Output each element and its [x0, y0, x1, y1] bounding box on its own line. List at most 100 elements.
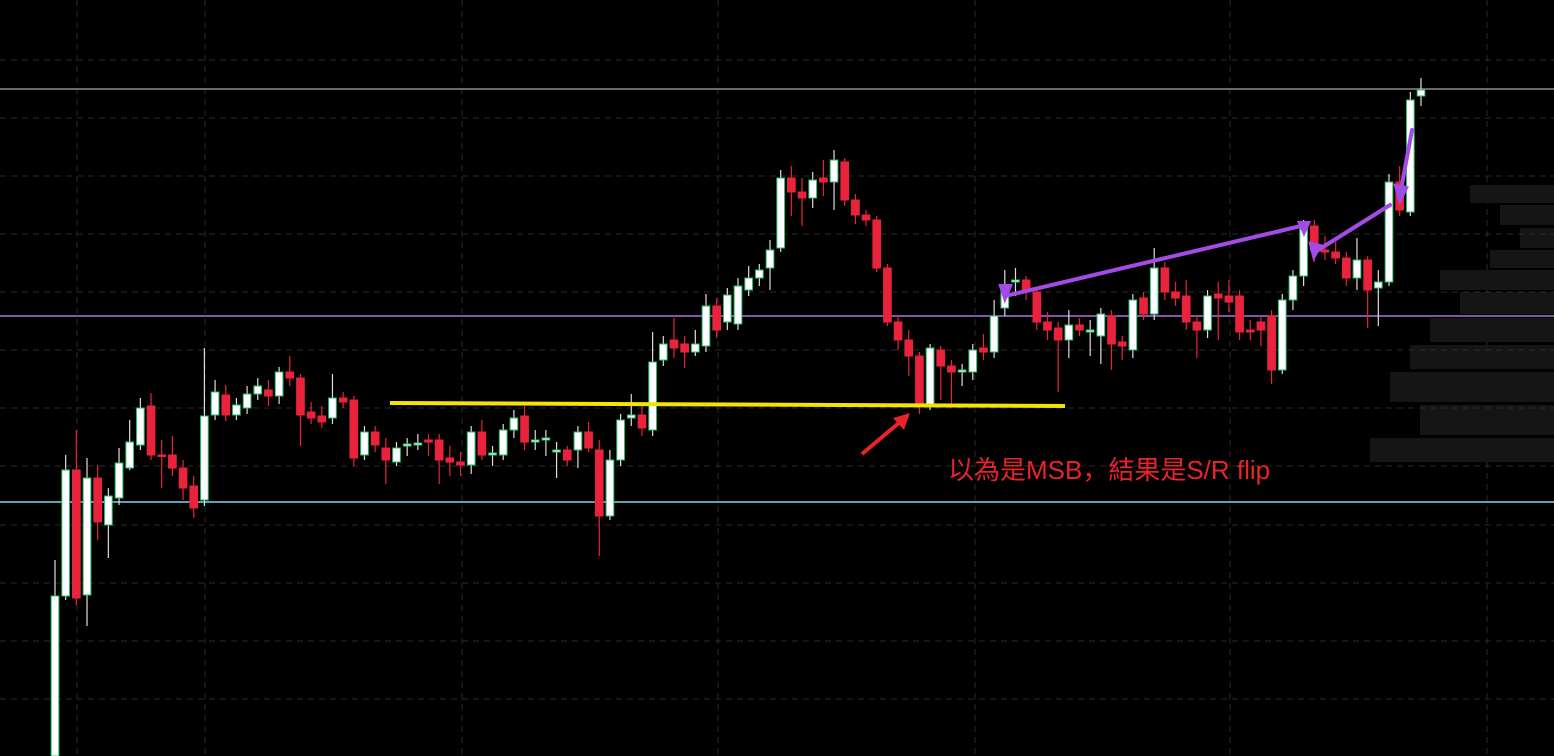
candle-body [82, 477, 92, 596]
candle-body [1235, 295, 1244, 333]
candle-body [1107, 315, 1116, 345]
time-grid [76, 0, 1488, 756]
candle-body [562, 449, 572, 461]
candle-body [680, 343, 689, 353]
candle-body [1171, 291, 1180, 299]
candle-body [498, 429, 508, 456]
candle-body [72, 469, 81, 599]
candle-body [936, 349, 946, 367]
candle-body [1320, 249, 1330, 253]
candle-body [957, 369, 967, 373]
candle-body [1181, 295, 1191, 323]
candle-body [573, 431, 583, 451]
candle-body [1213, 293, 1223, 299]
candle-body [520, 415, 529, 443]
candle-body [157, 454, 167, 457]
candle-body [925, 347, 935, 406]
swing-arrows [998, 128, 1414, 304]
candle-body [1011, 279, 1020, 283]
candle-body [50, 595, 60, 756]
candle-body [114, 462, 124, 499]
candle-body [872, 219, 882, 269]
candle-body [1277, 299, 1287, 371]
candle-body [626, 414, 636, 419]
candle-body [1149, 267, 1159, 315]
candle-body [594, 449, 604, 517]
candle-body [104, 495, 113, 526]
candle-body [1256, 321, 1266, 331]
candle-body [915, 355, 924, 406]
candle-body [979, 347, 988, 353]
candle-body [776, 177, 786, 249]
candle-body [93, 477, 103, 523]
candle-body [296, 377, 305, 416]
candle-body [883, 267, 892, 323]
candle-body [1043, 321, 1052, 331]
candle-body [242, 393, 252, 409]
drawings [389, 128, 1414, 456]
candle-body [413, 442, 423, 446]
candle-body [989, 315, 999, 353]
candle-body [648, 361, 657, 431]
candle-body [370, 431, 380, 446]
candle-body [61, 469, 71, 597]
candle-body [200, 415, 209, 501]
candle-body [1096, 313, 1106, 337]
candle-body [1224, 295, 1234, 303]
candle-body [402, 443, 412, 447]
candle-body [232, 404, 241, 416]
candle-body [445, 457, 455, 463]
candle-body [851, 199, 860, 216]
candle-body [264, 389, 273, 397]
candle-body [690, 343, 700, 353]
candle-body [146, 405, 156, 456]
candle-body [1128, 299, 1138, 351]
candle-body [338, 397, 348, 403]
candle-body [947, 365, 956, 373]
candle-body [755, 269, 764, 279]
candle-body [1053, 327, 1063, 341]
candle-body [466, 431, 476, 466]
support-line [389, 401, 1066, 408]
candle-body [765, 249, 775, 269]
candle-body [1373, 281, 1383, 289]
candle-body [317, 415, 327, 423]
candle-body [1245, 329, 1255, 333]
candle-body [904, 339, 914, 357]
candle-body [1160, 267, 1170, 293]
annotation: 以為是MSB，結果是S/R flip [948, 455, 1270, 485]
candle-body [488, 452, 497, 456]
candle-body [253, 385, 263, 395]
candle-body [274, 371, 284, 397]
candle-body [605, 459, 615, 517]
candle-body [434, 439, 444, 461]
candle-body [861, 214, 871, 221]
candle-body [1267, 315, 1276, 371]
candle-body [125, 441, 135, 469]
volume-profile [1370, 185, 1554, 462]
candle-body [968, 349, 978, 373]
candle-body [712, 305, 721, 331]
candle-body [509, 417, 519, 431]
candle-body [456, 461, 465, 466]
candle-body [584, 431, 593, 449]
candle-body [285, 371, 295, 379]
candle-body [658, 343, 668, 361]
candle-body [1064, 324, 1074, 341]
candle-body [392, 447, 401, 463]
candle-body [530, 439, 540, 443]
candle-body [221, 394, 231, 416]
candle-body [1085, 329, 1095, 333]
candle-body [1384, 181, 1394, 283]
candle-body [178, 467, 188, 489]
candle-body [1352, 259, 1362, 279]
candle-body [616, 419, 625, 461]
candle-body [840, 161, 850, 201]
candle-body [424, 439, 433, 443]
candle-body [328, 397, 337, 419]
candle-body [1363, 259, 1372, 291]
candle-body [1331, 251, 1340, 259]
candle-body [893, 321, 903, 341]
